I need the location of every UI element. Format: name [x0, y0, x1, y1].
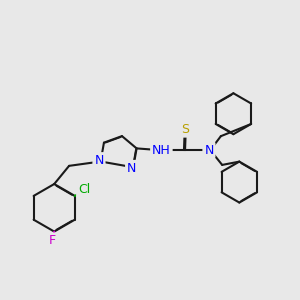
Text: NH: NH: [152, 144, 171, 157]
Text: N: N: [94, 154, 104, 167]
Text: N: N: [204, 144, 214, 157]
Text: Cl: Cl: [78, 184, 90, 196]
Text: S: S: [181, 123, 189, 136]
Text: F: F: [49, 234, 56, 247]
Text: N: N: [127, 162, 136, 175]
Text: NH: NH: [152, 144, 171, 157]
Text: S: S: [181, 123, 189, 136]
Text: N: N: [127, 162, 136, 175]
Text: F: F: [49, 234, 56, 247]
Text: Cl: Cl: [78, 184, 90, 196]
Text: N: N: [94, 154, 104, 167]
Text: N: N: [204, 144, 214, 157]
